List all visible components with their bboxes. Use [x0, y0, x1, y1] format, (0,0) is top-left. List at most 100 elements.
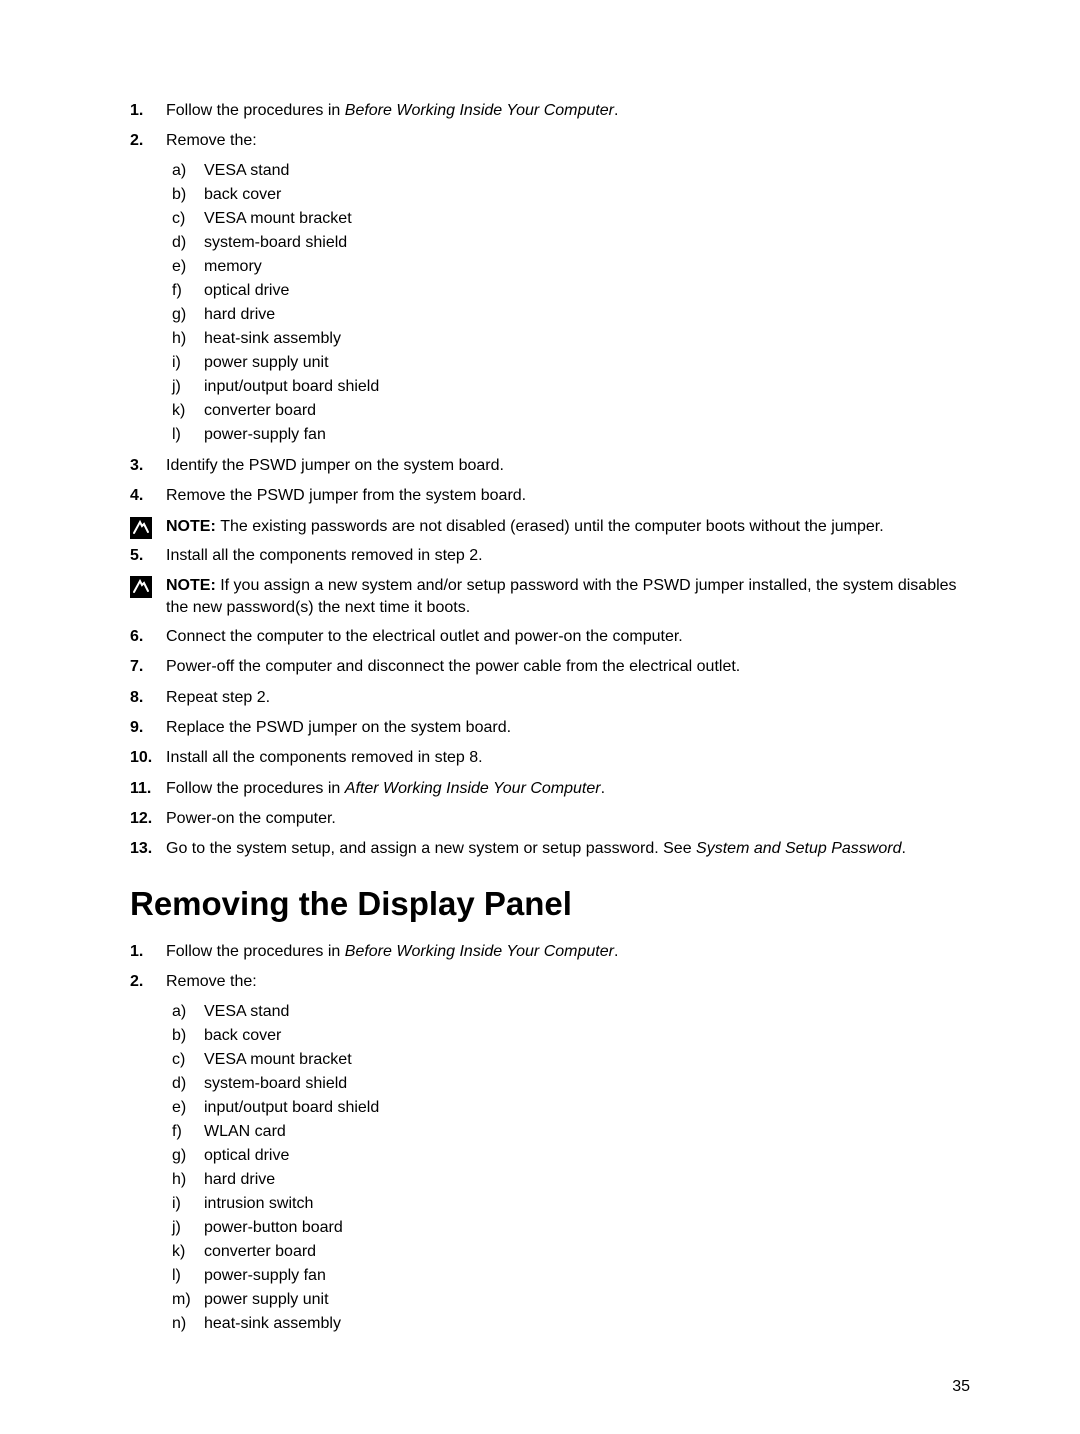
note-icon: [130, 517, 152, 539]
item-body: Remove the:a)VESA standb)back coverc)VES…: [166, 130, 970, 446]
procedure-list-1c: 6.Connect the computer to the electrical…: [130, 626, 970, 861]
sublist-letter: k): [172, 399, 204, 423]
list-item: 10.Install all the components removed in…: [130, 747, 970, 769]
sublist-text: power-supply fan: [204, 423, 326, 447]
sublist-letter: n): [172, 1312, 204, 1336]
sublist: a)VESA standb)back coverc)VESA mount bra…: [172, 1000, 970, 1336]
item-text: Remove the:: [166, 973, 257, 990]
sublist-letter: k): [172, 1240, 204, 1264]
list-item: 13.Go to the system setup, and assign a …: [130, 838, 970, 860]
sublist-item: n)heat-sink assembly: [172, 1312, 970, 1336]
item-body: Power-on the computer.: [166, 808, 970, 830]
sublist-letter: d): [172, 231, 204, 255]
sublist-item: g)hard drive: [172, 303, 970, 327]
list-item: 2.Remove the:a)VESA standb)back coverc)V…: [130, 971, 970, 1335]
list-item: 5.Install all the components removed in …: [130, 545, 970, 567]
sublist-text: VESA stand: [204, 1000, 289, 1024]
sublist-text: system-board shield: [204, 1072, 347, 1096]
item-text: Go to the system setup, and assign a new…: [166, 840, 906, 857]
item-text: Remove the PSWD jumper from the system b…: [166, 487, 526, 504]
item-number: 12.: [130, 808, 166, 830]
item-text: Power-on the computer.: [166, 810, 336, 827]
sublist-text: WLAN card: [204, 1120, 286, 1144]
note-2: NOTE: If you assign a new system and/or …: [130, 575, 970, 620]
section-heading: Removing the Display Panel: [130, 885, 970, 923]
item-number: 3.: [130, 455, 166, 477]
item-text: Identify the PSWD jumper on the system b…: [166, 457, 504, 474]
note-1: NOTE: The existing passwords are not dis…: [130, 516, 970, 539]
note-text: NOTE: If you assign a new system and/or …: [166, 575, 970, 620]
item-text: Repeat step 2.: [166, 689, 270, 706]
item-body: Connect the computer to the electrical o…: [166, 626, 970, 648]
sublist-letter: a): [172, 1000, 204, 1024]
sublist-text: hard drive: [204, 303, 275, 327]
sublist-item: c)VESA mount bracket: [172, 207, 970, 231]
item-text: Replace the PSWD jumper on the system bo…: [166, 719, 511, 736]
item-number: 7.: [130, 656, 166, 678]
sublist-item: k)converter board: [172, 399, 970, 423]
italic-ref: System and Setup Password: [696, 840, 901, 857]
sublist-letter: e): [172, 1096, 204, 1120]
item-number: 11.: [130, 778, 166, 800]
sublist-letter: g): [172, 1144, 204, 1168]
item-body: Follow the procedures in After Working I…: [166, 778, 970, 800]
sublist-text: VESA stand: [204, 159, 289, 183]
list-item: 11.Follow the procedures in After Workin…: [130, 778, 970, 800]
item-body: Replace the PSWD jumper on the system bo…: [166, 717, 970, 739]
sublist-text: converter board: [204, 1240, 316, 1264]
sublist-text: optical drive: [204, 1144, 289, 1168]
sublist-text: heat-sink assembly: [204, 1312, 341, 1336]
item-number: 4.: [130, 485, 166, 507]
sublist-letter: d): [172, 1072, 204, 1096]
sublist-item: i)intrusion switch: [172, 1192, 970, 1216]
sublist-text: converter board: [204, 399, 316, 423]
sublist-letter: a): [172, 159, 204, 183]
sublist-letter: f): [172, 279, 204, 303]
sublist-item: h)hard drive: [172, 1168, 970, 1192]
list-item: 3.Identify the PSWD jumper on the system…: [130, 455, 970, 477]
sublist-item: i)power supply unit: [172, 351, 970, 375]
sublist-letter: e): [172, 255, 204, 279]
item-body: Follow the procedures in Before Working …: [166, 941, 970, 963]
item-body: Power-off the computer and disconnect th…: [166, 656, 970, 678]
sublist-item: m)power supply unit: [172, 1288, 970, 1312]
sublist-item: c)VESA mount bracket: [172, 1048, 970, 1072]
item-text: Follow the procedures in Before Working …: [166, 102, 618, 119]
sublist-item: d)system-board shield: [172, 231, 970, 255]
sublist-item: a)VESA stand: [172, 159, 970, 183]
item-text: Install all the components removed in st…: [166, 547, 483, 564]
sublist-text: power-supply fan: [204, 1264, 326, 1288]
item-number: 8.: [130, 687, 166, 709]
sublist-text: memory: [204, 255, 262, 279]
sublist-letter: c): [172, 1048, 204, 1072]
sublist-text: input/output board shield: [204, 1096, 379, 1120]
sublist-item: b)back cover: [172, 183, 970, 207]
sublist-item: d)system-board shield: [172, 1072, 970, 1096]
sublist-letter: f): [172, 1120, 204, 1144]
sublist-letter: j): [172, 1216, 204, 1240]
sublist-letter: b): [172, 1024, 204, 1048]
sublist-letter: b): [172, 183, 204, 207]
item-number: 6.: [130, 626, 166, 648]
sublist-letter: l): [172, 1264, 204, 1288]
list-item: 4.Remove the PSWD jumper from the system…: [130, 485, 970, 507]
sublist-item: e)memory: [172, 255, 970, 279]
note-text: NOTE: The existing passwords are not dis…: [166, 516, 970, 538]
sublist-text: back cover: [204, 183, 281, 207]
sublist-item: e)input/output board shield: [172, 1096, 970, 1120]
item-body: Install all the components removed in st…: [166, 747, 970, 769]
item-number: 1.: [130, 941, 166, 963]
sublist-letter: h): [172, 327, 204, 351]
list-item: 8.Repeat step 2.: [130, 687, 970, 709]
sublist-text: back cover: [204, 1024, 281, 1048]
item-body: Repeat step 2.: [166, 687, 970, 709]
item-number: 2.: [130, 130, 166, 446]
sublist-letter: m): [172, 1288, 204, 1312]
item-number: 10.: [130, 747, 166, 769]
sublist-text: power supply unit: [204, 1288, 329, 1312]
procedure-list-1b: 5.Install all the components removed in …: [130, 545, 970, 567]
sublist-text: input/output board shield: [204, 375, 379, 399]
sublist-letter: h): [172, 1168, 204, 1192]
sublist-item: f)optical drive: [172, 279, 970, 303]
italic-ref: After Working Inside Your Computer: [345, 780, 601, 797]
